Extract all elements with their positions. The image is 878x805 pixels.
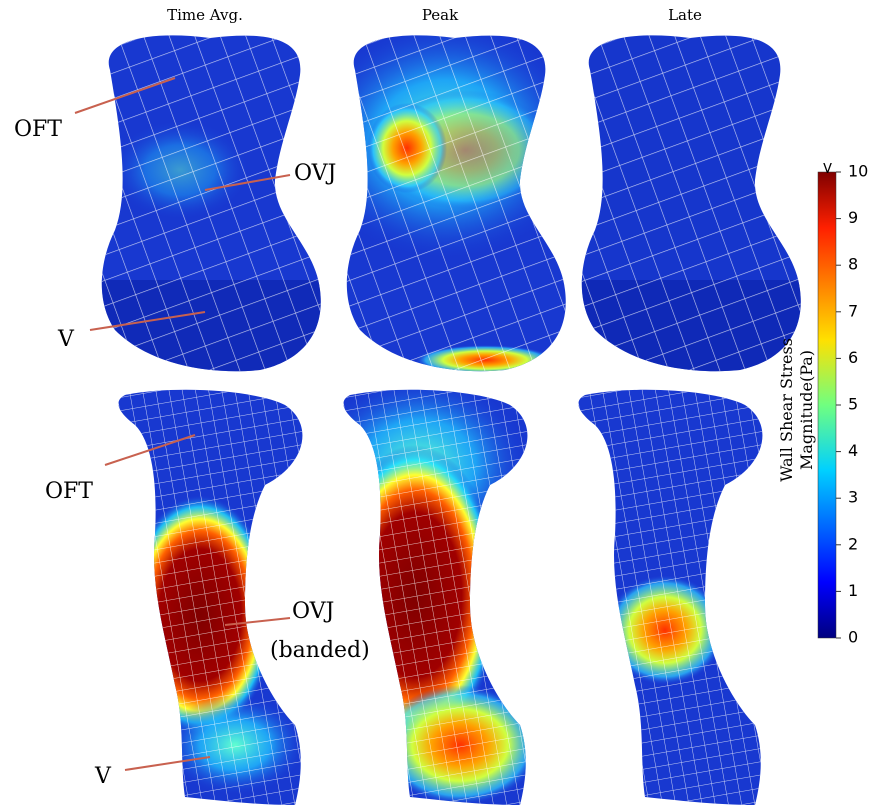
column-title: Time Avg. xyxy=(167,6,243,24)
heart-panel xyxy=(575,385,785,805)
heart-panel xyxy=(570,30,810,380)
heart-panel xyxy=(305,20,585,380)
tick-label: 6 xyxy=(848,348,858,367)
column-title: Peak xyxy=(422,6,459,24)
annotation: OVJ xyxy=(294,161,336,186)
column-title: Late xyxy=(668,6,702,24)
annotation: OVJ xyxy=(292,599,334,624)
colorbar-label: Magnitude(Pa) xyxy=(797,350,816,470)
annotation: V xyxy=(94,764,112,789)
heart-panel xyxy=(90,30,330,380)
heart-panel xyxy=(115,385,325,805)
colorbar-label: Wall Shear Stress xyxy=(777,338,796,482)
heart-panel xyxy=(310,375,550,805)
tick-label: 8 xyxy=(848,255,858,274)
annotation: (banded) xyxy=(270,638,370,663)
tick-label: 2 xyxy=(848,534,858,553)
annotation: OFT xyxy=(45,479,93,504)
tick-label: 3 xyxy=(848,488,858,507)
tick-label: 1 xyxy=(848,581,858,600)
tick-label: 4 xyxy=(848,441,858,460)
annotation: OFT xyxy=(14,117,62,142)
figure: Time Avg. Peak Late OFT OVJ V OFT OVJ (b… xyxy=(0,0,878,805)
tick-label: 0 xyxy=(848,628,858,647)
overflow-marker: > xyxy=(819,161,838,174)
tick-label: 9 xyxy=(848,208,858,227)
tick-label: 10 xyxy=(848,162,868,181)
tick-label: 7 xyxy=(848,301,858,320)
colorbar xyxy=(818,172,836,638)
annotation: V xyxy=(57,327,75,352)
tick-label: 5 xyxy=(848,395,858,414)
